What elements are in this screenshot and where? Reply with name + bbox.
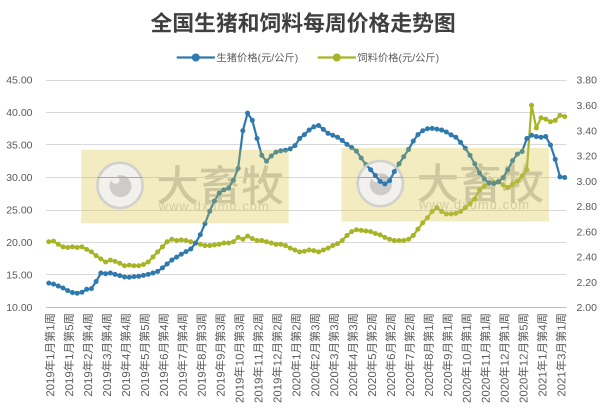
svg-text:25.00: 25.00 — [6, 205, 32, 217]
svg-text:2.00: 2.00 — [577, 302, 598, 314]
svg-text:10.00: 10.00 — [6, 302, 32, 314]
svg-text:30.00: 30.00 — [6, 172, 32, 184]
svg-text:45.00: 45.00 — [6, 75, 32, 87]
svg-text:3.20: 3.20 — [577, 151, 598, 163]
svg-text:15.00: 15.00 — [6, 270, 32, 282]
svg-text:2.80: 2.80 — [577, 201, 598, 213]
svg-text:2.20: 2.20 — [577, 277, 598, 289]
svg-text:3.00: 3.00 — [577, 176, 598, 188]
svg-text:20.00: 20.00 — [6, 237, 32, 249]
svg-text:2.60: 2.60 — [577, 226, 598, 238]
svg-text:35.00: 35.00 — [6, 140, 32, 152]
svg-text:3.60: 3.60 — [577, 100, 598, 112]
svg-text:3.40: 3.40 — [577, 125, 598, 137]
svg-text:3.80: 3.80 — [577, 75, 598, 87]
svg-text:40.00: 40.00 — [6, 107, 32, 119]
svg-text:2.40: 2.40 — [577, 252, 598, 264]
